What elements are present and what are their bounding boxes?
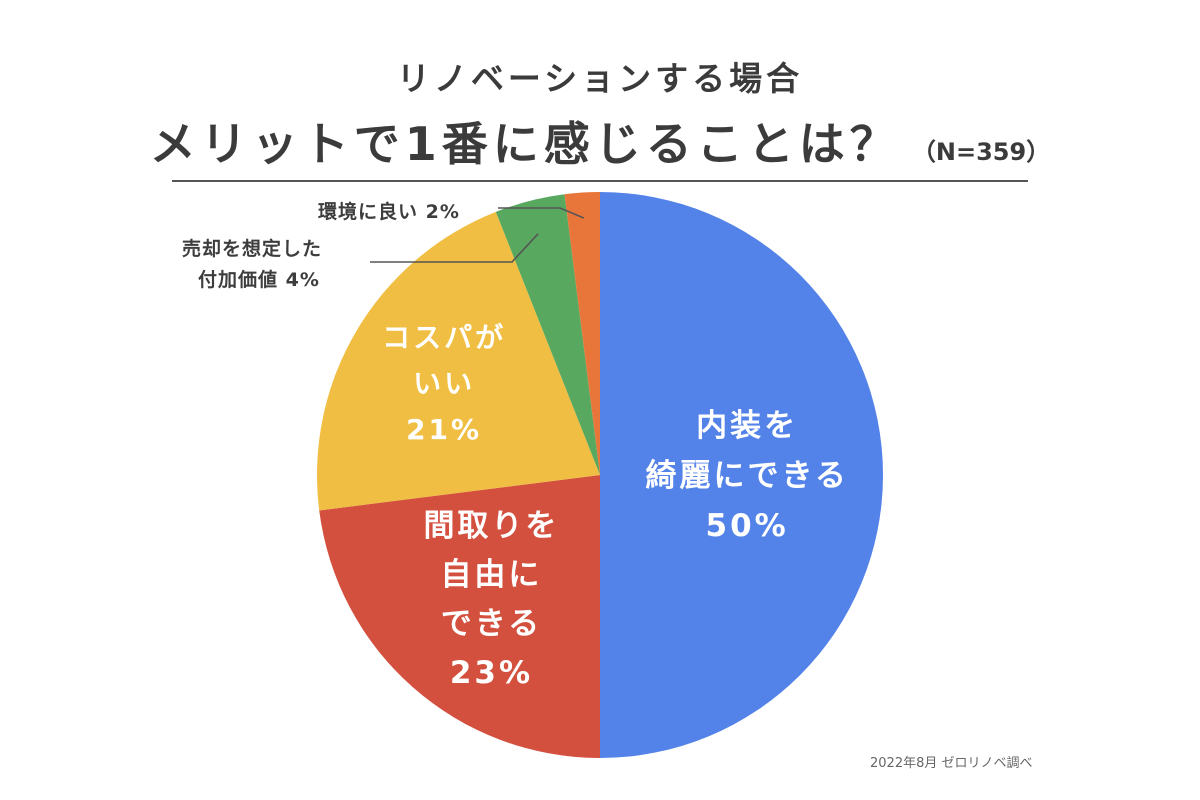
slice-label-line: できる [441,606,542,642]
sample-size: （N=359） [911,138,1051,166]
pie-slice [319,475,600,758]
annotation-slice-4: 環境に良い 2% [318,197,460,228]
slice-label-line: 内装を [696,408,798,444]
annotation-line: 付加価値 4% [198,269,320,291]
pie-slice [495,194,600,475]
slice-label-line: 23% [450,655,533,691]
annotation-slice-3: 売却を想定した 付加価値 4% [182,234,322,296]
slice-label-line: いい [413,367,475,400]
slice-label-line: 綺麗にできる [645,458,848,494]
slice-label-line: 21% [406,413,482,446]
chart-title-row: メリットで1番に感じることは？ （N=359） [0,108,1200,174]
pie-slice [600,192,883,758]
leader-line [498,207,585,219]
chart-title: メリットで1番に感じることは？ [149,117,901,171]
slice-label-line: 50% [706,508,789,544]
annotation-line: 環境に良い 2% [318,201,460,223]
slice-label-line: 自由に [440,557,542,593]
pie-slice [317,211,600,511]
chart-subtitle: リノベーションする場合 [396,59,804,98]
slice-label: 内装を綺麗にできる 50% [645,408,848,544]
slice-label: コスパがいい 21% [382,321,506,446]
source-note: 2022年8月 ゼロリノベ調べ [870,756,1033,771]
pie-slice [564,192,600,475]
annotation-line: 売却を想定した [182,238,323,260]
slice-label: 間取りを自由にできる 23% [423,508,559,691]
leader-line [370,233,539,263]
slice-label-line: コスパが [382,321,506,354]
slice-label-line: 間取りを [423,508,559,544]
title-divider [172,180,1028,182]
